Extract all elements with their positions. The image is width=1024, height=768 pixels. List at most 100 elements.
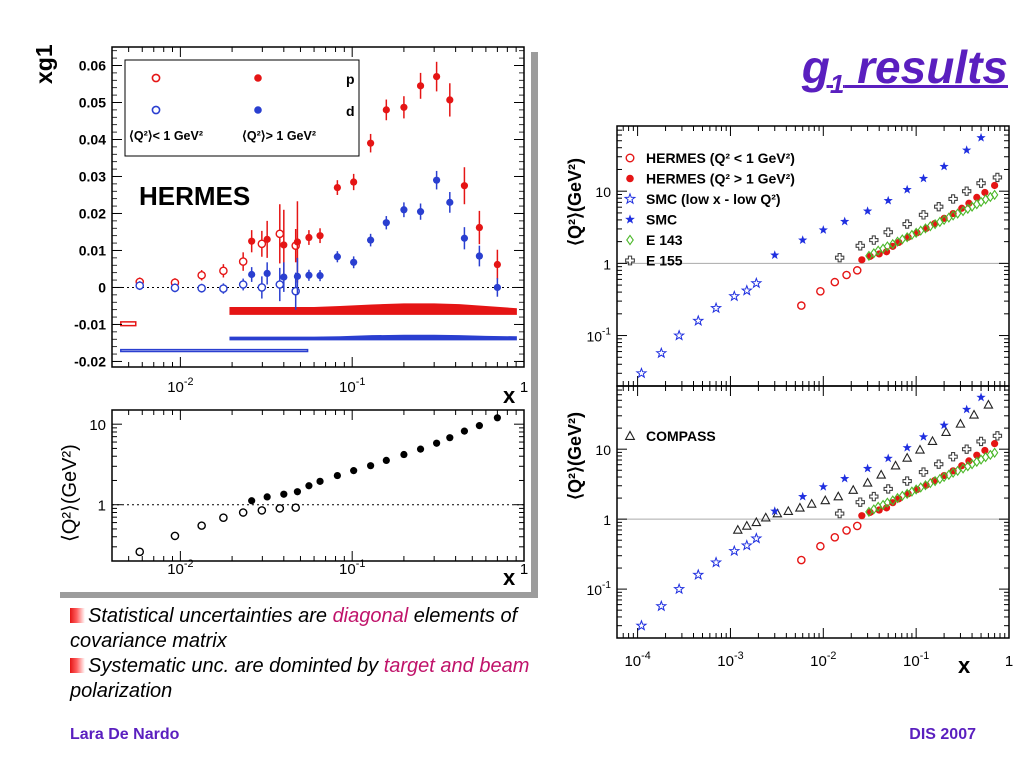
data-point bbox=[959, 463, 967, 474]
data-point bbox=[291, 503, 300, 512]
q2-hermes-x-tick-label: 10-1 bbox=[339, 558, 365, 578]
data-point bbox=[816, 541, 825, 551]
data-point bbox=[976, 178, 986, 188]
data-point bbox=[830, 533, 840, 542]
data-point bbox=[913, 229, 921, 237]
compass-y-axis-label: ⟨Q²⟩(GeV²) bbox=[565, 412, 585, 500]
data-point bbox=[889, 495, 897, 506]
legend-marker bbox=[623, 192, 637, 205]
data-point bbox=[981, 446, 989, 455]
legend-label-d: d bbox=[346, 103, 355, 119]
data-point bbox=[248, 237, 256, 245]
data-point bbox=[858, 256, 866, 264]
title-subscript: 1 bbox=[829, 69, 845, 100]
data-point bbox=[460, 234, 469, 242]
legend-label-q2-high: ⟨Q²⟩> 1 GeV² bbox=[242, 129, 316, 143]
data-point bbox=[879, 243, 887, 254]
systematic-band bbox=[229, 334, 517, 341]
data-point bbox=[939, 161, 949, 171]
data-point bbox=[446, 434, 454, 442]
legend-label: E 155 bbox=[646, 253, 683, 269]
q2-hermes-y-ticks: 10 1 bbox=[89, 417, 524, 562]
data-point bbox=[983, 399, 994, 409]
hermes-annotation: HERMES bbox=[139, 181, 250, 211]
q2-hermes-y-tick-label: 10 bbox=[89, 417, 106, 434]
bullet-text: Statistical uncertainties are bbox=[88, 605, 333, 627]
data-point bbox=[889, 238, 897, 250]
xg1-x-tick-label: 10-2 bbox=[167, 376, 193, 396]
data-point bbox=[219, 513, 228, 522]
data-point bbox=[890, 460, 901, 470]
data-point bbox=[870, 247, 878, 259]
data-point bbox=[797, 301, 806, 310]
compass-legend: COMPASS bbox=[624, 428, 716, 444]
bullet-highlight: target and beam bbox=[383, 655, 530, 677]
systematic-bands bbox=[120, 303, 517, 353]
bullet-highlight: diagonal bbox=[332, 605, 409, 627]
data-point bbox=[895, 238, 903, 247]
xg1-y-tick-label: 0 bbox=[98, 279, 106, 295]
data-point bbox=[914, 444, 926, 454]
data-point bbox=[710, 301, 723, 314]
experiments-legend: HERMES (Q² < 1 GeV²) HERMES (Q² > 1 GeV²)… bbox=[623, 150, 795, 269]
data-point bbox=[238, 508, 248, 517]
data-point bbox=[934, 459, 944, 469]
xg1-y-tick-label: -0.01 bbox=[74, 316, 106, 332]
q2-hermes-panel: 10 1 10-2 10-1 1 ⟨Q²⟩(GeV²) x bbox=[59, 409, 528, 590]
data-point bbox=[931, 218, 939, 230]
xg1-x-tick-label: 1 bbox=[520, 379, 528, 396]
data-point bbox=[170, 531, 180, 541]
data-point bbox=[918, 432, 929, 441]
experiments-y-ticks: 10 1 10-1 bbox=[586, 125, 1009, 387]
data-point bbox=[958, 462, 966, 470]
data-point bbox=[948, 452, 958, 462]
legend-label: COMPASS bbox=[646, 428, 716, 444]
data-point bbox=[350, 178, 358, 186]
data-point bbox=[263, 493, 271, 501]
data-point bbox=[945, 212, 953, 223]
xg1-x-tick-label: 10-1 bbox=[339, 376, 365, 396]
data-point bbox=[986, 449, 995, 461]
footer-conference: DIS 2007 bbox=[909, 726, 976, 743]
pD-x-tick-label: 10-4 bbox=[624, 650, 650, 670]
data-point bbox=[991, 181, 999, 190]
bullet-text: elements of covariance matrix bbox=[70, 605, 518, 652]
data-point bbox=[741, 520, 752, 530]
data-point bbox=[830, 277, 840, 287]
data-point bbox=[751, 516, 762, 527]
data-point bbox=[903, 488, 911, 500]
data-point bbox=[916, 482, 925, 493]
legend-marker bbox=[626, 174, 634, 183]
legend-label: SMC bbox=[646, 212, 677, 228]
data-point bbox=[918, 173, 929, 183]
data-point bbox=[964, 203, 972, 215]
data-point bbox=[883, 195, 893, 205]
data-point bbox=[940, 214, 948, 222]
data-point bbox=[882, 504, 891, 512]
left-panel-shadow-right bbox=[530, 52, 538, 598]
q2-hermes-plot-frame bbox=[111, 409, 525, 562]
data-point bbox=[842, 270, 851, 280]
data-point bbox=[939, 420, 949, 430]
data-point bbox=[883, 484, 893, 494]
data-point bbox=[893, 492, 902, 504]
bullet-item: Systematic unc. are dominted by target a… bbox=[70, 654, 550, 704]
data-point bbox=[728, 544, 741, 557]
data-point bbox=[949, 210, 957, 221]
data-point bbox=[940, 426, 952, 436]
data-point bbox=[921, 479, 930, 491]
data-point bbox=[922, 224, 930, 233]
pD-x-tick-label: 10-3 bbox=[717, 650, 743, 670]
data-point bbox=[367, 462, 375, 470]
legend-label-p: p bbox=[346, 71, 355, 87]
data-point bbox=[400, 450, 408, 459]
legend-marker bbox=[625, 214, 635, 224]
q2-hermes-x-tick-label: 1 bbox=[520, 561, 528, 578]
data-point bbox=[940, 214, 948, 226]
data-point bbox=[986, 191, 995, 203]
data-point bbox=[400, 103, 408, 111]
data-point bbox=[869, 491, 879, 502]
systematic-band bbox=[229, 303, 517, 315]
data-point bbox=[197, 270, 206, 280]
data-point bbox=[816, 287, 825, 296]
